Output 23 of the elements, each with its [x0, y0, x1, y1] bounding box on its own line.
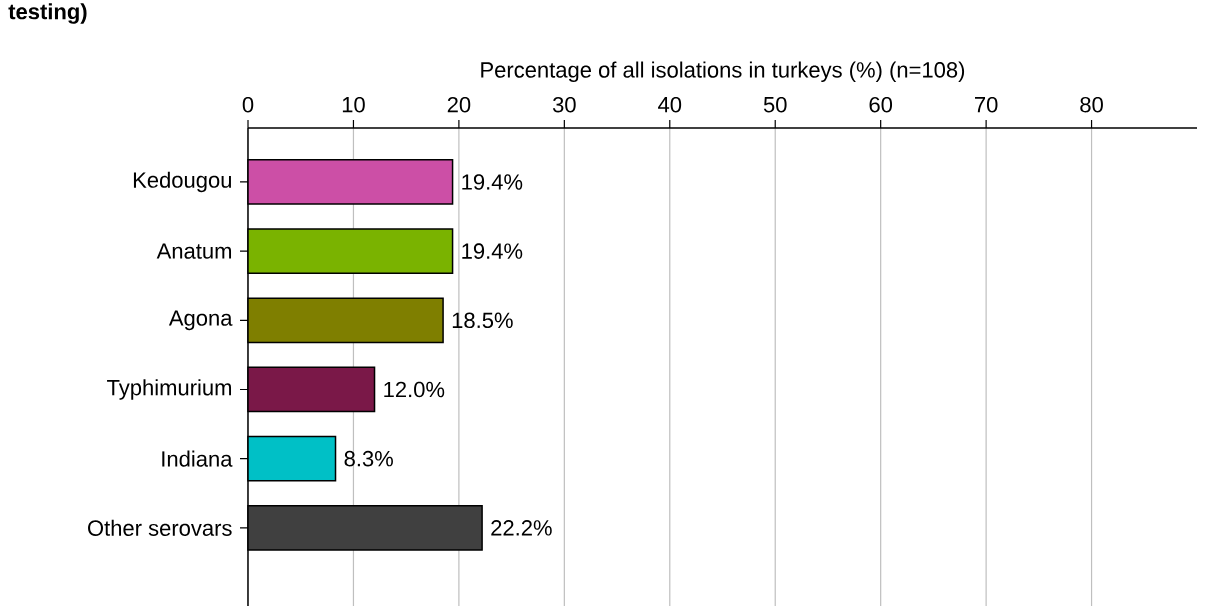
y-tick-label: Other serovars: [88, 519, 232, 536]
x-tick-label: 40: [658, 96, 682, 113]
y-tick-label: Typhimurium: [107, 379, 231, 400]
x-tick-label: 10: [342, 96, 365, 113]
x-tick-label: 20: [447, 96, 471, 113]
x-tick-label: 0: [242, 96, 254, 113]
data-label: 19.4%: [462, 243, 523, 259]
data-label: 19.4%: [462, 174, 523, 190]
x-tick-label: 50: [763, 96, 787, 113]
data-label: 8.3%: [344, 450, 393, 467]
y-tick-label: Indiana: [162, 450, 233, 467]
x-axis-title: Percentage of all isolations in turkeys (%) (n=108): [481, 61, 965, 83]
y-tick-label: Anatum: [156, 243, 232, 259]
data-label: 18.5%: [452, 312, 513, 329]
x-tick-label: 60: [869, 96, 893, 113]
text: testing): [8, 3, 87, 24]
data-label: 12.0%: [384, 381, 445, 398]
x-tick-label: 80: [1080, 96, 1103, 113]
y-tick-label: Agona: [168, 310, 233, 331]
x-tick-label: 30: [552, 96, 576, 113]
data-label: 22.2%: [491, 520, 552, 536]
y-tick-label: Kedougou: [133, 171, 231, 193]
x-tick-label: 70: [975, 96, 998, 113]
